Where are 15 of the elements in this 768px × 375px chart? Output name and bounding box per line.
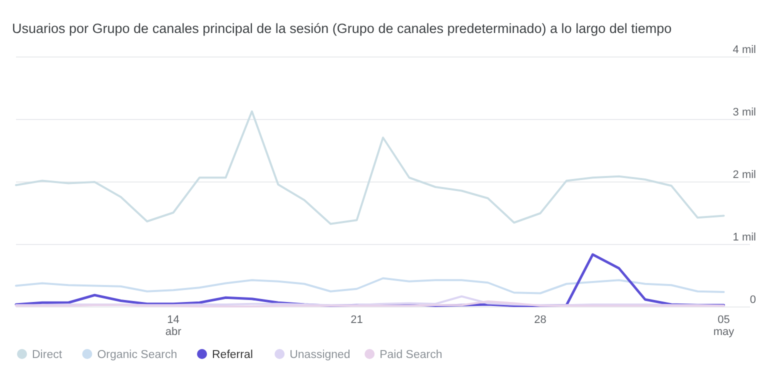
legend-label: Unassigned bbox=[290, 349, 350, 361]
x-tick-label: 21 bbox=[350, 314, 363, 326]
legend-label: Organic Search bbox=[97, 349, 178, 361]
y-tick-label: 3 mil bbox=[732, 106, 756, 118]
chart-title: Usuarios por Grupo de canales principal de la sesión (Grupo de canales predeterminado) a lo largo del tiempo bbox=[12, 21, 672, 36]
x-tick-label: 14 abr bbox=[165, 314, 182, 338]
y-tick-label: 4 mil bbox=[732, 44, 756, 56]
x-tick-label: 28 bbox=[534, 314, 546, 326]
legend-label: Paid Search bbox=[380, 349, 442, 361]
y-tick-label: 0 bbox=[750, 294, 756, 306]
legend-label: Direct bbox=[32, 349, 63, 361]
y-tick-label: 2 mil bbox=[732, 169, 756, 181]
y-tick-label: 1 mil bbox=[732, 232, 756, 244]
legend-label: Referral bbox=[212, 349, 253, 361]
x-tick-label: 05 may bbox=[713, 314, 735, 338]
